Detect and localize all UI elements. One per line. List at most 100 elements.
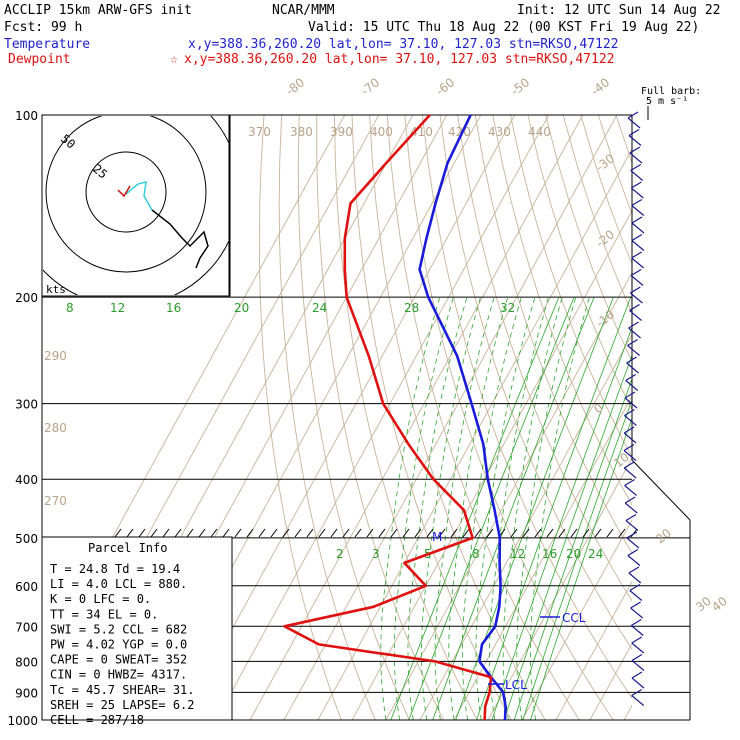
tick-mark [234,528,242,538]
tick-mark [306,528,314,538]
dry-adiabat-line [527,115,632,411]
isotherm-label: -60 [433,75,457,98]
pressure-label: 300 [15,398,38,412]
mixing-ratio-low-label: 24 [588,547,603,561]
pressure-label: 400 [15,473,38,487]
moist-adiabat-line [475,296,536,720]
mixing-ratio-line [491,326,632,720]
moist-adiabat-line [421,296,481,720]
dry-adiabat-line [351,115,512,720]
isotherm-line [385,271,632,720]
wind-barb-flag [623,426,635,434]
wind-barb-flag [628,321,639,329]
wind-barb-staff [628,327,641,339]
tick-mark [582,528,590,538]
tick-mark [402,528,410,538]
theta-label: 390 [330,125,353,139]
tick-mark [330,528,338,538]
isotherm-label: -80 [283,75,307,98]
mixing-ratio-low-label: 3 [372,547,380,561]
hodograph-trace-upper [151,209,209,269]
ccl-label: CCL [562,611,586,625]
wind-barb-staff [630,292,643,304]
dry-adiabat-line [439,115,632,651]
dewpoint-location-info: x,y=388.36,260.20 lat,lon= 37.10, 127.03… [184,52,614,67]
tick-mark [558,528,566,538]
pressure-label: 800 [15,655,38,669]
isotherm-line [555,580,632,720]
theta-label: 400 [370,125,393,139]
wind-barb-staff [630,275,644,286]
theta-label: 370 [248,125,271,139]
theta-label: 290 [44,349,67,363]
tick-mark [354,528,362,538]
mixing-ratio-line [476,296,632,720]
dry-adiabat-line [457,115,632,602]
tick-mark [162,528,170,538]
dry-adiabat-line [615,115,632,165]
wind-barb-staff [631,240,645,251]
wind-barb-staff [624,415,637,426]
wind-barb-flag [624,496,636,504]
wind-barb-staff [626,362,639,374]
wind-barb-staff [624,502,638,514]
wind-barb-flag [631,251,642,259]
isotherm-label: 40 [709,594,730,614]
dry-adiabat-line [258,115,342,720]
wind-barb-staff [629,310,642,321]
wind-barb-flag [631,216,643,224]
temperature-profile-line [418,114,507,721]
wind-barb-staff [627,555,641,566]
parcel-box-title: Parcel Info [88,541,167,555]
wind-barb-flag [631,198,643,207]
tick-mark [366,528,374,538]
moist-adiabat-line [448,296,509,720]
tick-mark [282,528,290,538]
tick-mark [138,528,146,538]
tick-mark [342,528,350,538]
moist-adiabat-line [407,296,468,720]
parcel-row: CELL = 287/18 [50,713,144,727]
wind-barb-flag [631,233,643,242]
wind-barb-staff [625,380,639,391]
moist-adiabat-line [502,296,563,720]
dry-adiabat-line [278,115,376,720]
wind-barb-flag [631,653,643,662]
lcl-label: LCL [505,678,527,692]
wind-barb-staff [630,170,644,181]
tick-mark [246,528,254,538]
moist-adiabat-line [516,296,577,720]
dewpoint-star-icon: ☆ [170,52,178,67]
parcel-row: Tc = 45.7 SHEAR= 31. [50,683,195,697]
wind-barb-staff [628,572,642,584]
wind-barb-staff [624,397,638,409]
theta-label: 410 [410,125,433,139]
theta-label: 430 [488,125,511,139]
tick-mark [210,528,218,538]
temperature-location-info: x,y=388.36,260.20 lat,lon= 37.10, 127.03… [188,37,618,52]
tick-mark [570,528,578,538]
pressure-label: 600 [15,580,38,594]
wind-barb-staff [627,345,640,356]
dry-adiabat-line [316,115,444,720]
tick-mark [510,528,518,538]
theta-label: 270 [44,494,67,508]
wind-barb-staff [628,135,642,146]
wind-barb-staff [627,117,641,129]
isotherm-label: -40 [588,75,612,98]
wind-barb-staff [630,625,644,636]
tick-mark [630,528,638,538]
isotherm-line [351,209,632,720]
parcel-row: SREH = 25 LAPSE= 6.2 [50,698,195,712]
pressure-label: 1000 [7,714,38,728]
hodograph-storm-motion-icon [117,185,131,198]
mixing-ratio-label: 12 [110,301,125,315]
isotherm-label: -10 [593,307,617,330]
dry-adiabat-line [634,115,740,720]
isotherm-line [623,704,632,720]
tick-mark [390,528,398,538]
tick-mark [462,528,470,538]
wind-barb-staff [630,187,644,199]
